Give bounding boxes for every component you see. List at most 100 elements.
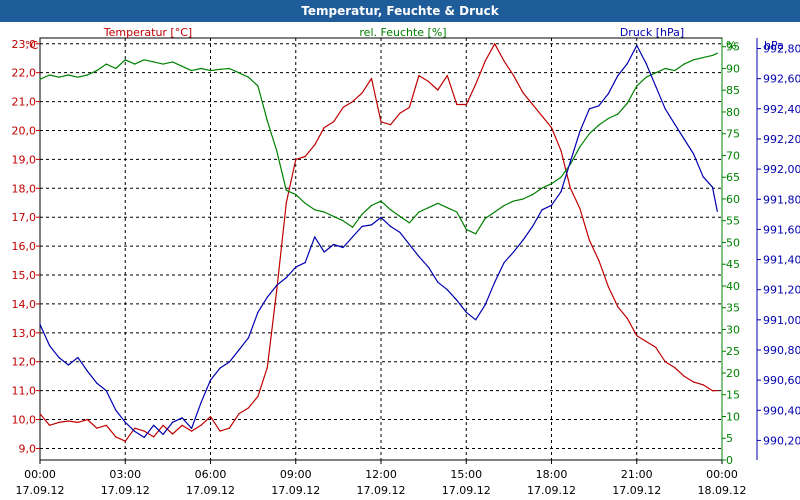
pressure-data-point xyxy=(541,209,543,211)
pressure-data-point xyxy=(115,409,117,411)
pressure-data-point xyxy=(503,262,505,264)
temperature-tick-label: 15,0 xyxy=(12,269,37,282)
temperature-axis-label: Temperatur [°C] xyxy=(103,26,192,39)
temperature-data-point xyxy=(115,436,117,438)
pressure-data-point xyxy=(475,319,477,321)
pressure-tick-label: 991,20 xyxy=(763,284,800,297)
humidity-data-point xyxy=(693,59,695,61)
temperature-data-point xyxy=(446,75,448,77)
pressure-data-point xyxy=(655,85,657,87)
humidity-data-point xyxy=(389,209,392,211)
humidity-tick-label: 10 xyxy=(726,410,740,423)
temperature-data-point xyxy=(285,202,287,204)
pressure-data-point xyxy=(560,191,562,193)
temperature-data-point xyxy=(588,239,591,241)
temperature-data-point xyxy=(655,346,657,348)
pressure-data-point xyxy=(48,344,51,347)
pressure-data-point xyxy=(361,225,363,227)
temperature-data-point xyxy=(598,260,600,262)
temperature-data-point xyxy=(465,103,467,106)
pressure-tick-label: 990,40 xyxy=(763,404,800,417)
humidity-data-point xyxy=(607,117,609,120)
pressure-data-point xyxy=(39,323,41,325)
humidity-tick-label: 85 xyxy=(726,84,740,97)
x-tick-label-date: 17.09.12 xyxy=(357,484,406,497)
pressure-tick-label: 992,80 xyxy=(763,43,800,56)
pressure-data-point xyxy=(484,304,486,306)
temperature-data-point xyxy=(674,366,676,369)
pressure-data-point xyxy=(711,186,714,188)
pressure-data-point xyxy=(702,176,704,178)
temperature-data-point xyxy=(408,106,410,108)
temperature-data-point xyxy=(304,155,306,158)
humidity-data-point xyxy=(475,233,477,235)
temperature-data-point xyxy=(342,106,344,108)
pressure-data-point xyxy=(191,427,193,429)
temperature-data-point xyxy=(314,144,316,146)
pressure-tick-label: 991,80 xyxy=(763,193,800,206)
pressure-tick-label: 990,80 xyxy=(763,344,800,357)
humidity-tick-label: 40 xyxy=(726,280,740,293)
humidity-tick-label: 90 xyxy=(726,62,740,75)
humidity-data-point xyxy=(333,215,335,217)
humidity-data-point xyxy=(541,187,543,189)
x-tick-label-date: 17.09.12 xyxy=(527,484,576,497)
pressure-data-point xyxy=(285,277,287,279)
pressure-data-point xyxy=(399,231,401,233)
pressure-data-point xyxy=(674,123,676,125)
humidity-tick-label: 80 xyxy=(726,106,740,119)
temperature-data-point xyxy=(172,433,174,435)
humidity-data-point xyxy=(209,70,212,72)
temperature-data-point xyxy=(503,60,505,62)
pressure-data-point xyxy=(77,356,79,359)
humidity-data-point xyxy=(683,63,685,65)
pressure-data-point xyxy=(181,417,183,419)
temperature-data-point xyxy=(389,124,392,126)
pressure-tick-label: 990,20 xyxy=(763,434,800,447)
x-tick-label-time: 06:00 xyxy=(195,468,227,481)
humidity-data-point xyxy=(172,61,174,63)
humidity-data-point xyxy=(579,146,581,148)
temperature-data-point xyxy=(228,427,230,429)
temperature-axis-unit: °C xyxy=(25,39,39,52)
pressure-data-point xyxy=(569,161,572,163)
humidity-data-point xyxy=(228,67,230,70)
temperature-tick-label: 10,0 xyxy=(12,414,37,427)
humidity-data-point xyxy=(58,76,60,78)
humidity-data-point xyxy=(67,74,69,76)
humidity-tick-label: 45 xyxy=(726,258,740,271)
temperature-data-point xyxy=(105,424,107,426)
humidity-data-point xyxy=(96,70,98,72)
temperature-data-point xyxy=(664,361,666,363)
pressure-data-point xyxy=(532,225,534,227)
x-tick-label-time: 00:00 xyxy=(706,468,738,481)
pressure-data-point xyxy=(295,266,297,268)
temperature-data-point xyxy=(560,150,562,152)
temperature-tick-label: 20,0 xyxy=(12,124,37,137)
pressure-tick-label: 992,20 xyxy=(763,133,800,146)
temperature-data-point xyxy=(693,381,695,383)
humidity-data-point xyxy=(86,74,88,76)
temperature-data-point xyxy=(48,424,51,426)
humidity-tick-label: 55 xyxy=(726,215,740,228)
humidity-data-point xyxy=(191,70,193,72)
x-tick-label-date: 17.09.12 xyxy=(612,484,661,497)
humidity-data-point xyxy=(219,68,221,70)
pressure-data-point xyxy=(342,246,344,249)
humidity-data-point xyxy=(323,211,325,213)
pressure-data-point xyxy=(276,284,278,286)
pressure-data-point xyxy=(257,311,259,313)
humidity-tick-label: 50 xyxy=(726,236,740,249)
temperature-tick-label: 9,0 xyxy=(19,442,37,455)
humidity-data-point xyxy=(115,67,117,70)
pressure-data-point xyxy=(162,433,164,435)
humidity-data-point xyxy=(200,67,202,70)
pressure-data-point xyxy=(247,337,249,339)
humidity-data-point xyxy=(674,70,676,72)
temperature-data-point xyxy=(200,424,202,426)
temperature-data-point xyxy=(238,413,240,415)
pressure-data-point xyxy=(172,421,174,423)
temperature-data-point xyxy=(579,207,581,210)
pressure-tick-label: 992,60 xyxy=(763,73,800,86)
temperature-data-point xyxy=(257,395,259,397)
